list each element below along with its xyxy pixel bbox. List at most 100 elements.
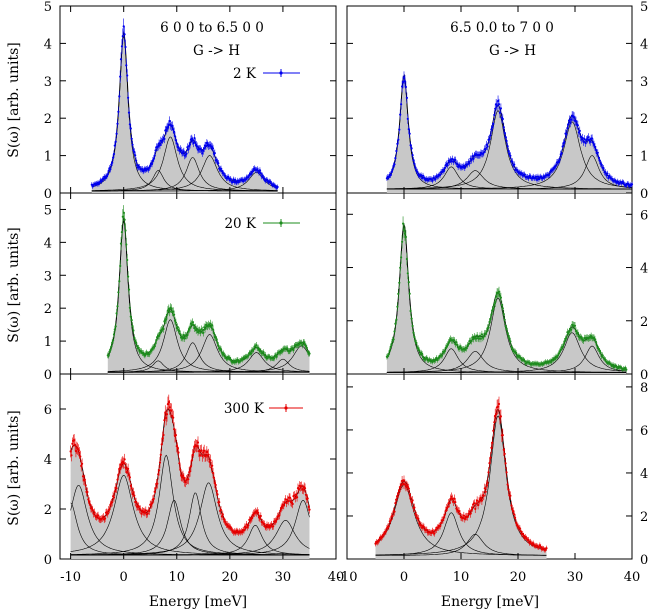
data-point xyxy=(102,515,105,518)
data-point xyxy=(112,339,115,342)
data-point xyxy=(188,143,192,146)
data-point xyxy=(440,521,443,525)
data-point xyxy=(598,350,601,353)
data-point xyxy=(488,462,491,465)
data-point xyxy=(494,107,497,110)
data-point xyxy=(192,450,195,453)
data-point xyxy=(124,229,127,232)
data-point xyxy=(612,366,616,369)
data-point xyxy=(220,515,223,518)
data-point xyxy=(208,460,211,463)
data-point xyxy=(219,508,223,512)
data-point xyxy=(132,149,135,152)
data-point xyxy=(405,484,408,487)
data-point xyxy=(221,513,224,516)
data-point xyxy=(122,462,125,465)
data-point xyxy=(131,143,134,146)
data-point xyxy=(446,343,449,346)
data-point xyxy=(304,493,307,496)
data-point xyxy=(185,152,188,155)
data-point xyxy=(521,532,524,536)
data-point xyxy=(485,143,488,146)
data-point xyxy=(224,355,227,358)
data-point xyxy=(160,140,163,144)
data-point xyxy=(186,146,189,149)
data-point xyxy=(501,307,504,310)
data-point xyxy=(548,173,551,176)
data-point xyxy=(128,306,131,309)
data-point xyxy=(247,176,250,179)
data-point xyxy=(402,482,405,485)
data-point xyxy=(606,172,609,175)
data-point xyxy=(90,183,93,186)
data-point xyxy=(210,326,213,329)
data-point xyxy=(497,99,500,102)
ytick-label-right-20K: 2 xyxy=(640,315,648,330)
data-point xyxy=(168,406,171,409)
data-point xyxy=(152,157,155,160)
data-point xyxy=(144,509,147,512)
data-point xyxy=(174,434,177,437)
data-point xyxy=(209,322,212,325)
data-point xyxy=(502,313,505,316)
data-point xyxy=(106,512,109,515)
data-point xyxy=(413,506,416,509)
data-point xyxy=(168,310,171,313)
data-point xyxy=(395,318,398,321)
data-point xyxy=(510,345,513,348)
data-point xyxy=(152,497,155,500)
data-point xyxy=(488,320,491,324)
data-point xyxy=(495,103,498,106)
data-point xyxy=(167,401,170,404)
data-point xyxy=(627,182,630,185)
data-point xyxy=(133,150,136,153)
data-point xyxy=(555,356,559,359)
data-point xyxy=(515,521,518,524)
data-point xyxy=(116,478,119,481)
data-point xyxy=(219,167,223,170)
data-point xyxy=(104,177,107,180)
data-point xyxy=(468,510,471,513)
data-point xyxy=(404,235,407,239)
data-point xyxy=(467,512,470,515)
data-point xyxy=(503,131,506,134)
data-point xyxy=(178,149,181,152)
data-point xyxy=(154,342,157,345)
data-point xyxy=(124,45,127,49)
data-point xyxy=(265,526,268,529)
data-point xyxy=(487,471,490,474)
data-point xyxy=(123,33,126,36)
data-point xyxy=(190,459,193,462)
data-point xyxy=(413,162,416,165)
data-point xyxy=(202,149,205,152)
data-point xyxy=(539,545,542,549)
data-point xyxy=(110,345,113,348)
data-point xyxy=(479,496,482,500)
data-point xyxy=(133,494,136,497)
data-point xyxy=(123,218,126,221)
data-point xyxy=(413,335,416,339)
data-point xyxy=(267,524,270,527)
data-point xyxy=(557,160,561,163)
data-point xyxy=(116,305,119,308)
data-point xyxy=(502,126,505,129)
data-point xyxy=(201,329,204,332)
data-point xyxy=(259,514,262,518)
component-peak-right-20K-5 xyxy=(386,345,627,373)
data-point xyxy=(256,509,259,513)
data-point xyxy=(508,152,511,155)
data-point xyxy=(119,242,123,245)
data-point xyxy=(172,310,175,313)
data-point xyxy=(440,354,444,357)
data-point xyxy=(280,350,284,353)
data-point xyxy=(206,325,209,328)
data-point xyxy=(196,441,200,444)
data-point xyxy=(276,185,279,189)
panel-left-300K xyxy=(69,394,311,559)
ytick-label-left-2K: 3 xyxy=(44,75,52,90)
data-point xyxy=(119,75,122,78)
x-axis-label-right: Energy [meV] xyxy=(441,594,539,610)
data-point xyxy=(439,173,442,177)
ytick-label-right-300K: 6 xyxy=(640,424,648,439)
